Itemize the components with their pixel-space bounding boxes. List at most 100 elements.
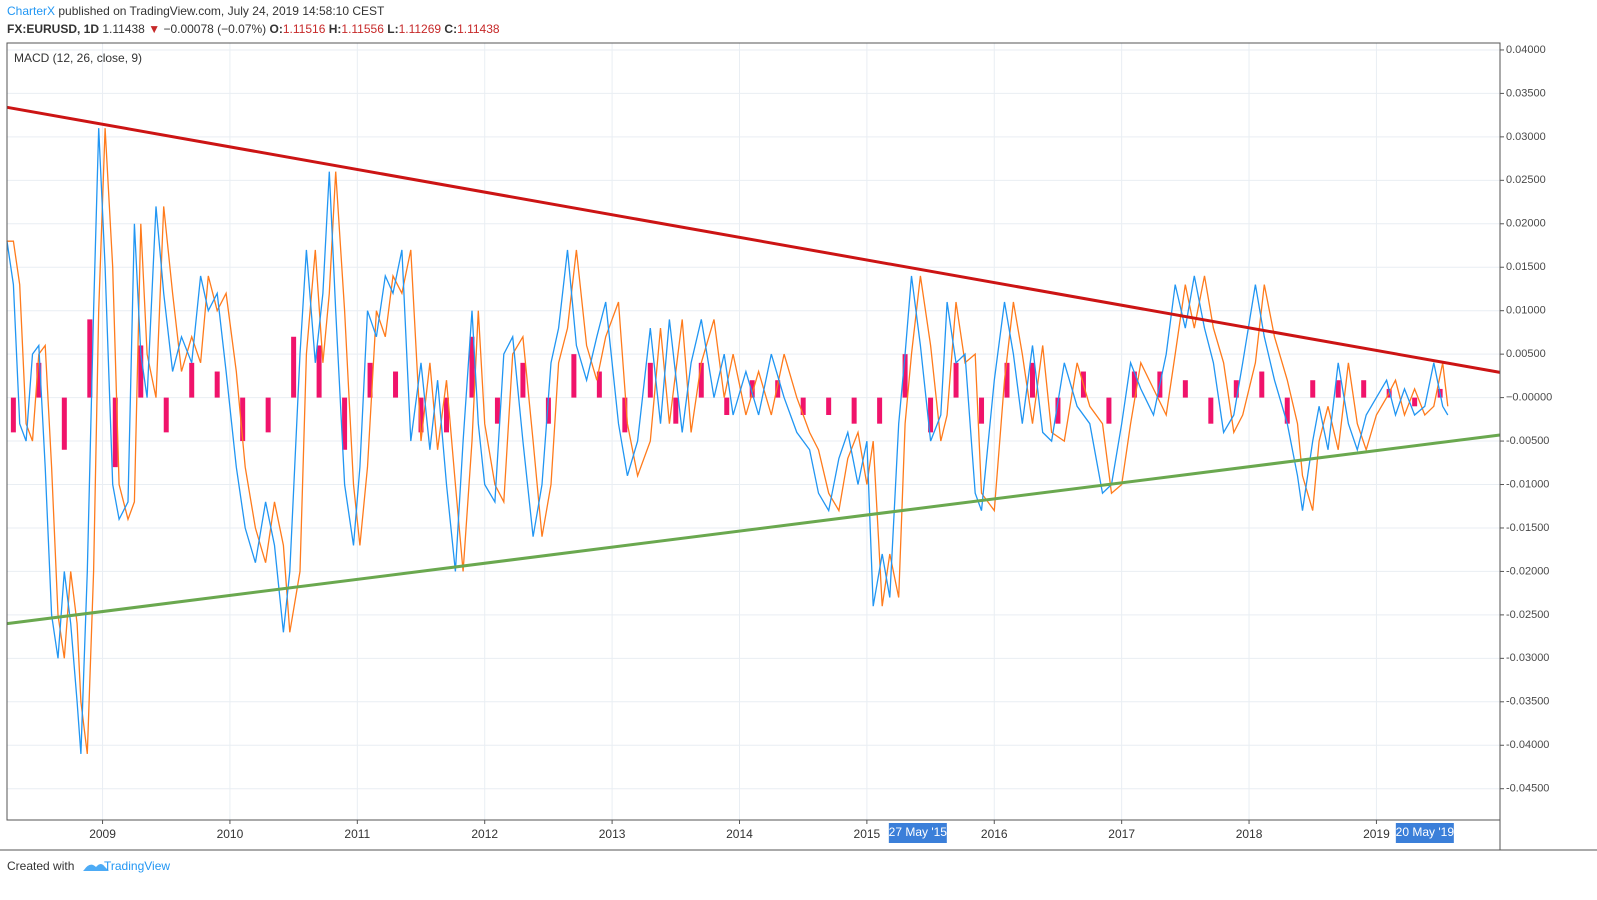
histogram-bar	[724, 397, 730, 415]
histogram-bar	[240, 397, 246, 442]
down-arrow: ▼	[148, 22, 160, 36]
histogram-bar	[928, 397, 934, 433]
x-tick-label: 2010	[217, 827, 244, 841]
histogram-bar	[1029, 362, 1035, 398]
histogram-bar	[800, 397, 806, 415]
histogram-bar	[1284, 397, 1290, 424]
x-marker-label: 20 May '19	[1396, 825, 1455, 839]
y-tick-label: 0.03500	[1506, 87, 1546, 99]
indicator-title: MACD (12, 26, close, 9)	[14, 51, 142, 65]
y-tick-label: 0.02500	[1506, 174, 1546, 186]
histogram-bar	[1106, 397, 1112, 424]
publish-line: CharterX published on TradingView.com, J…	[7, 4, 385, 18]
change: −0.00078 (−0.07%)	[163, 22, 266, 36]
x-tick-label: 2017	[1108, 827, 1135, 841]
last-price: 1.11438	[102, 22, 145, 36]
y-tick-label: -0.00500	[1506, 435, 1549, 447]
histogram-bar	[1412, 397, 1418, 407]
histogram-bar	[749, 380, 755, 398]
histogram-bar	[393, 371, 399, 398]
y-tick-label: −0.00000	[1506, 392, 1552, 404]
published: published on TradingView.com, July 24, 2…	[58, 4, 385, 18]
histogram-bar	[1361, 380, 1367, 398]
histogram-bar	[571, 354, 577, 398]
symbol-line: FX:EURUSD, 1D 1.11438 ▼ −0.00078 (−0.07%…	[7, 22, 500, 36]
histogram-bar	[265, 397, 271, 433]
histogram-bar	[826, 397, 832, 415]
histogram-bar	[673, 397, 679, 424]
histogram-bar	[979, 397, 985, 424]
histogram-bar	[1335, 380, 1341, 398]
histogram-bar	[647, 362, 653, 398]
trendline	[6, 433, 1501, 626]
y-tick-label: -0.01500	[1506, 522, 1549, 534]
x-tick-label: 2018	[1236, 827, 1263, 841]
y-tick-label: 0.04000	[1506, 44, 1546, 56]
logo	[83, 864, 109, 871]
author: CharterX	[7, 4, 55, 18]
histogram-bar	[698, 362, 704, 398]
histogram-bar	[494, 397, 500, 424]
y-tick-label: -0.04500	[1506, 783, 1549, 795]
x-marker-label: 27 May '15	[889, 825, 948, 839]
ohlc-label: O:	[270, 22, 283, 36]
histogram-bar	[61, 397, 67, 450]
ohlc-value: 1.11516	[283, 22, 326, 36]
symbol: FX:EURUSD, 1D	[7, 22, 99, 36]
histogram-bar	[877, 397, 883, 424]
histogram-bar	[622, 397, 628, 433]
ohlc-value: 1.11556	[341, 22, 384, 36]
y-tick-label: 0.03000	[1506, 131, 1546, 143]
x-tick-label: 2012	[471, 827, 498, 841]
histogram-bar	[1055, 397, 1061, 424]
x-tick-label: 2011	[344, 827, 370, 841]
histogram-bar	[520, 362, 526, 398]
histogram-bar	[1131, 371, 1137, 398]
plot-frame	[6, 42, 1501, 821]
ohlc-value: 1.11269	[399, 22, 442, 36]
histogram-bar	[10, 397, 16, 433]
histogram-bar	[189, 362, 195, 398]
histogram-bar	[112, 397, 118, 468]
y-tick-label: -0.04000	[1506, 739, 1549, 751]
y-tick-label: -0.01000	[1506, 478, 1549, 490]
histogram-bar	[596, 371, 602, 398]
histogram-bar	[775, 380, 781, 398]
x-tick-label: 2013	[599, 827, 626, 841]
histogram-bar	[953, 362, 959, 398]
histogram-bar	[1208, 397, 1214, 424]
y-tick-label: 0.02000	[1506, 218, 1546, 230]
y-tick-label: -0.03500	[1506, 696, 1549, 708]
footer-brand: TradingView	[104, 859, 170, 873]
histogram-bar	[1233, 380, 1239, 398]
histogram-bar	[418, 397, 424, 433]
trendline	[6, 105, 1501, 374]
x-tick-label: 2014	[726, 827, 753, 841]
y-tick-label: -0.02500	[1506, 609, 1549, 621]
y-tick-label: 0.01500	[1506, 261, 1546, 273]
x-tick-label: 2019	[1363, 827, 1390, 841]
x-tick-label: 2016	[981, 827, 1008, 841]
x-tick-label: 2009	[89, 827, 116, 841]
footer-text: Created with	[7, 859, 74, 873]
ohlc-label: L:	[387, 22, 398, 36]
x-tick-label: 2015	[854, 827, 881, 841]
series-line	[7, 128, 1449, 754]
histogram-bar	[902, 354, 908, 398]
histogram-bar	[1259, 371, 1265, 398]
histogram-bar	[36, 362, 42, 398]
ohlc-value: 1.11438	[457, 22, 500, 36]
histogram-bar	[1004, 362, 1010, 398]
histogram-bar	[469, 336, 475, 398]
plot-area	[6, 43, 1501, 820]
y-tick-label: 0.01000	[1506, 305, 1546, 317]
histogram-bar	[163, 397, 169, 433]
histogram-bar	[443, 397, 449, 433]
histogram-bar	[214, 371, 220, 398]
series-line	[6, 128, 1449, 754]
ohlc-label: C:	[444, 22, 457, 36]
y-tick-label: 0.00500	[1506, 348, 1546, 360]
histogram-bar	[291, 336, 297, 398]
